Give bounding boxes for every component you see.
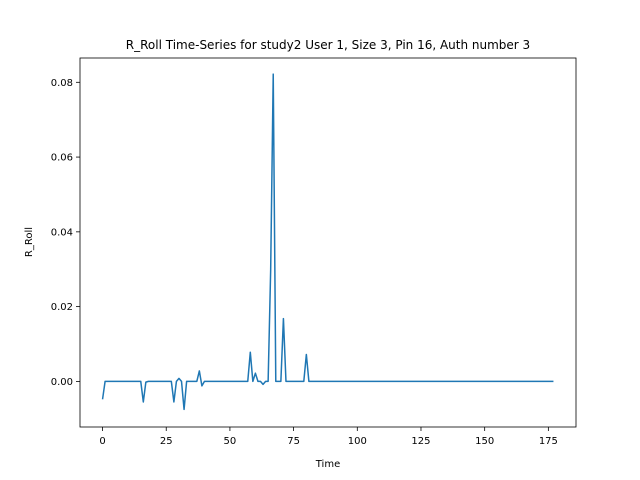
chart-title: R_Roll Time-Series for study2 User 1, Si… — [126, 38, 530, 52]
y-tick-label: 0.06 — [51, 153, 73, 164]
x-axis-title: Time — [315, 459, 340, 470]
y-tick-label: 0.00 — [51, 377, 73, 388]
y-axis: 0.00 0.02 0.04 0.06 0.08 — [51, 78, 80, 388]
plot-area — [79, 57, 577, 428]
x-tick-label: 125 — [411, 436, 430, 447]
x-tick-label: 175 — [539, 436, 558, 447]
series-layer — [101, 73, 554, 411]
x-axis: 0 25 50 75 100 125 150 175 — [99, 427, 558, 447]
x-tick-label: 100 — [348, 436, 367, 447]
y-tick-label: 0.02 — [51, 302, 73, 313]
series-line — [101, 73, 554, 411]
y-tick-label: 0.08 — [51, 78, 73, 89]
x-tick-label: 50 — [224, 436, 237, 447]
x-tick-label: 25 — [160, 436, 173, 447]
x-tick-label: 150 — [475, 436, 494, 447]
y-tick-label: 0.04 — [51, 227, 73, 238]
x-tick-label: 75 — [287, 436, 300, 447]
x-tick-label: 0 — [99, 436, 105, 447]
y-axis-title: R_Roll — [24, 227, 35, 257]
